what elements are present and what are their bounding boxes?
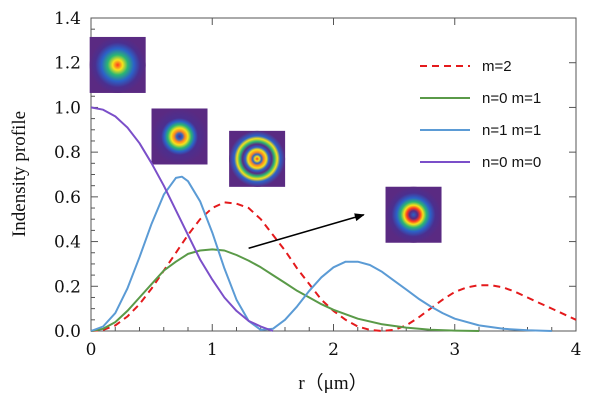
y-tick-label: 0.6 <box>54 188 81 208</box>
legend-label-0: m=2 <box>482 58 512 75</box>
y-tick-label: 0.8 <box>54 143 81 163</box>
mode-insets <box>89 36 442 243</box>
series-line-1 <box>90 248 480 332</box>
mode-inset-3 <box>229 130 286 187</box>
legend-label-2: n=1 m=1 <box>482 122 541 139</box>
series-layer <box>90 106 577 332</box>
y-tick-label: 1.0 <box>54 98 81 118</box>
y-tick-label: 1.2 <box>54 54 81 74</box>
series-line-3 <box>90 106 274 332</box>
x-tick-label: 3 <box>449 340 460 360</box>
x-tick-label: 2 <box>328 340 339 360</box>
annotation-layer <box>248 213 365 249</box>
mode-inset-4 <box>385 186 442 243</box>
series-line-0 <box>90 201 577 332</box>
legend-label-3: n=0 m=0 <box>482 154 541 171</box>
x-tick-label: 4 <box>571 340 582 360</box>
mode-inset-1 <box>89 36 146 93</box>
series-line-2 <box>90 175 552 332</box>
x-tick-label: 0 <box>86 340 97 360</box>
legend: m=2 n=0 m=1 n=1 m=1 n=0 m=0 <box>420 58 541 171</box>
mode-inset-2 <box>151 108 208 165</box>
legend-label-1: n=0 m=1 <box>482 90 541 107</box>
y-tick-label: 1.4 <box>54 9 81 29</box>
annotation-arrow <box>248 213 365 249</box>
y-axis-title: Indensity profile <box>9 111 30 237</box>
y-tick-label: 0.4 <box>54 233 81 253</box>
x-tick-label: 1 <box>207 340 218 360</box>
y-tick-label: 0.0 <box>54 322 81 342</box>
x-axis-title: r（μm） <box>298 372 367 394</box>
y-tick-label: 0.2 <box>54 277 81 297</box>
